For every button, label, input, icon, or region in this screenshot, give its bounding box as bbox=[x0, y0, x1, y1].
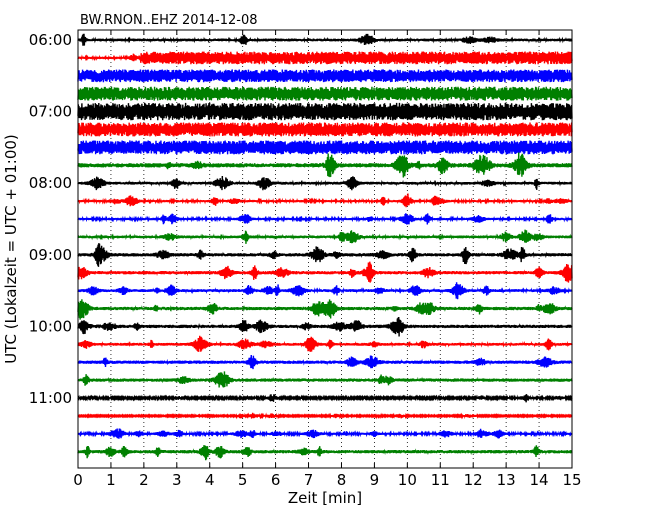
seismic-trace-0615 bbox=[77, 51, 573, 65]
plot-frame bbox=[77, 29, 573, 469]
x-tick-label: 13 bbox=[497, 471, 516, 489]
seismic-trace-0900 bbox=[77, 243, 573, 267]
y-tick-label: 11:00 bbox=[29, 389, 72, 407]
x-tick-label: 10 bbox=[398, 471, 417, 489]
seismic-trace-0945 bbox=[77, 299, 573, 320]
seismic-trace-1130 bbox=[77, 428, 573, 439]
x-tick-label: 2 bbox=[139, 471, 149, 489]
y-tick-label: 09:00 bbox=[29, 246, 72, 264]
y-tick-label: 07:00 bbox=[29, 103, 72, 121]
trace-layer bbox=[77, 33, 573, 461]
x-tick-label: 0 bbox=[73, 471, 83, 489]
x-tick-label: 11 bbox=[431, 471, 450, 489]
seismic-trace-0715 bbox=[77, 122, 573, 137]
seismic-trace-0730 bbox=[77, 140, 573, 155]
seismic-trace-0830 bbox=[77, 213, 573, 225]
x-tick-label: 3 bbox=[172, 471, 182, 489]
seismic-trace-0800 bbox=[77, 176, 573, 191]
y-tick-label: 10:00 bbox=[29, 317, 72, 335]
y-tick-label: 08:00 bbox=[29, 174, 72, 192]
chart-title: BW.RNON..EHZ 2014-12-08 bbox=[80, 13, 258, 28]
tick-layer: 0 1 2 3 4 5 6 7 8 9 10 11 12 13 14 1506:0007:0008:0009:… bbox=[29, 30, 582, 489]
x-tick-label: 6 bbox=[271, 471, 281, 489]
seismic-trace-0630 bbox=[77, 69, 573, 83]
seismic-trace-1145 bbox=[77, 445, 573, 461]
x-tick-label: 12 bbox=[464, 471, 483, 489]
seismic-trace-1045 bbox=[77, 371, 573, 388]
seismic-trace-1000 bbox=[77, 316, 573, 337]
seismic-trace-0845 bbox=[77, 229, 573, 244]
x-tick-label: 7 bbox=[304, 471, 314, 489]
y-axis-label: UTC (Lokalzeit = UTC + 01:00) bbox=[2, 134, 20, 364]
seismic-trace-1015 bbox=[77, 335, 573, 352]
x-tick-label: 14 bbox=[530, 471, 549, 489]
seismic-trace-1115 bbox=[77, 412, 573, 420]
seismic-trace-0815 bbox=[77, 193, 573, 208]
x-tick-label: 8 bbox=[337, 471, 347, 489]
seismic-trace-0930 bbox=[77, 282, 573, 300]
seismic-trace-0700 bbox=[77, 102, 573, 121]
seismic-trace-0600 bbox=[77, 33, 573, 46]
x-tick-label: 5 bbox=[238, 471, 248, 489]
y-tick-label: 06:00 bbox=[29, 31, 72, 49]
seismic-trace-0915 bbox=[77, 261, 573, 283]
x-tick-label: 4 bbox=[205, 471, 215, 489]
seismic-trace-1100 bbox=[77, 394, 573, 403]
seismic-trace-0645 bbox=[77, 86, 573, 101]
x-tick-label: 9 bbox=[370, 471, 380, 489]
seismic-trace-1030 bbox=[77, 355, 573, 370]
x-tick-label: 15 bbox=[562, 471, 581, 489]
x-axis-label: Zeit [min] bbox=[288, 489, 362, 507]
x-tick-label: 1 bbox=[106, 471, 116, 489]
seismic-trace-0745 bbox=[77, 152, 573, 178]
